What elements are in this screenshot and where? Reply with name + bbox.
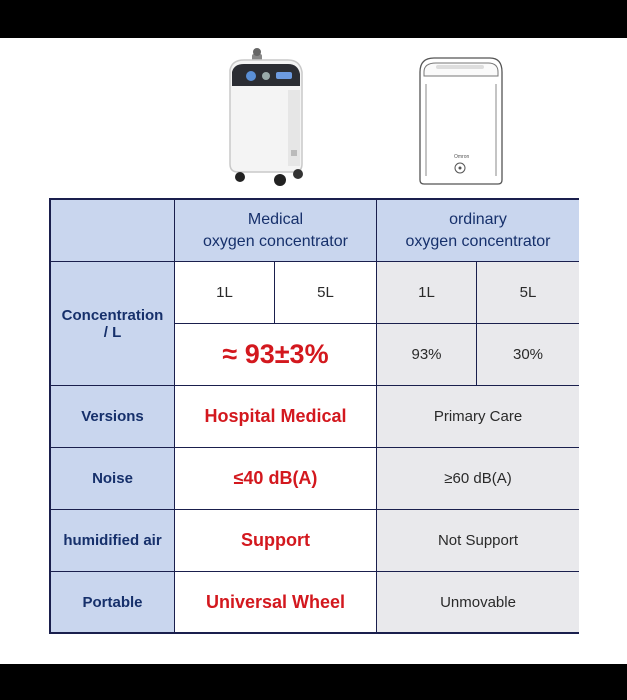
header-ordinary: ordinary oxygen concentrator xyxy=(377,200,579,262)
header-corner xyxy=(51,200,175,262)
ordinary-portable-value: Unmovable xyxy=(377,572,579,632)
medical-versions-value: Hospital Medical xyxy=(175,386,377,448)
row-label-versions: Versions xyxy=(51,386,175,448)
row-label-concentration: Concentration / L xyxy=(51,262,175,386)
row-label-portable: Portable xyxy=(51,572,175,632)
comparison-page: Omron Medical oxygen concentrator ordina… xyxy=(0,38,627,664)
medical-5l-heading: 5L xyxy=(275,262,377,324)
medical-1l-heading: 1L xyxy=(175,262,275,324)
comparison-table: Medical oxygen concentrator ordinary oxy… xyxy=(49,198,579,634)
medical-humidified-value: Support xyxy=(175,510,377,572)
row-label-humidified: humidified air xyxy=(51,510,175,572)
ordinary-versions-value: Primary Care xyxy=(377,386,579,448)
ordinary-noise-value: ≥60 dB(A) xyxy=(377,448,579,510)
ordinary-1l-heading: 1L xyxy=(377,262,477,324)
header-medical: Medical oxygen concentrator xyxy=(175,200,377,262)
ordinary-humidified-value: Not Support xyxy=(377,510,579,572)
ordinary-1l-value: 93% xyxy=(377,324,477,386)
svg-text:Omron: Omron xyxy=(454,154,470,160)
ordinary-5l-heading: 5L xyxy=(477,262,579,324)
medical-concentration-value: ≈ 93±3% xyxy=(175,324,377,386)
ordinary-5l-value: 30% xyxy=(477,324,579,386)
ordinary-concentrator-image: Omron xyxy=(410,52,506,188)
row-label-noise: Noise xyxy=(51,448,175,510)
medical-portable-value: Universal Wheel xyxy=(175,572,377,632)
medical-concentrator-image xyxy=(218,46,318,186)
medical-noise-value: ≤40 dB(A) xyxy=(175,448,377,510)
